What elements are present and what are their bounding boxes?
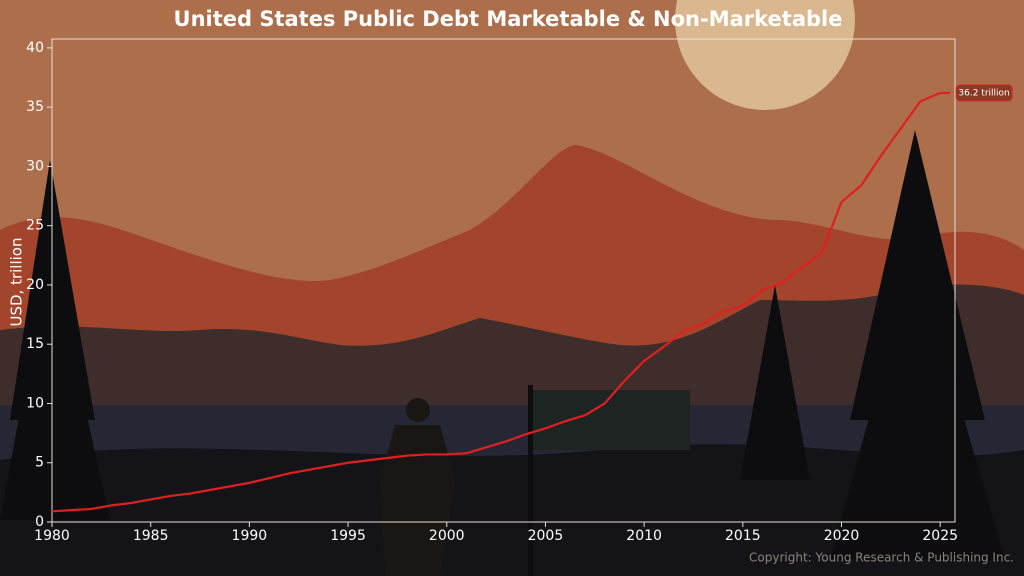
plot-frame [51,38,956,523]
x-tick-label: 2025 [922,528,958,544]
x-tick-label: 1990 [232,528,268,544]
chart-title: United States Public Debt Marketable & N… [174,7,843,31]
y-axis-label: USD, trillion [8,238,26,327]
value-label: 36.2 trillion [958,88,1009,98]
x-tick-label: 1980 [34,528,70,544]
x-tick-label: 2010 [626,528,662,544]
y-tick-label: 30 [26,158,44,174]
x-tick-label: 2000 [429,528,465,544]
y-tick-label: 40 [26,40,44,56]
x-tick-label: 2015 [725,528,761,544]
y-tick-label: 25 [26,218,44,234]
copyright: Copyright: Young Research & Publishing I… [749,551,1014,565]
y-tick-label: 0 [35,514,44,530]
x-tick-label: 1995 [330,528,366,544]
y-tick-label: 20 [26,277,44,293]
value-label-box [955,84,1013,102]
y-tick-label: 5 [35,455,44,471]
x-tick-label: 1985 [133,528,169,544]
x-tick-label: 2005 [528,528,564,544]
debt-line [51,91,951,513]
y-tick-label: 35 [26,99,44,115]
x-tick-label: 2020 [824,528,860,544]
y-tick-label: 10 [26,395,44,411]
y-tick-label: 15 [26,336,44,352]
